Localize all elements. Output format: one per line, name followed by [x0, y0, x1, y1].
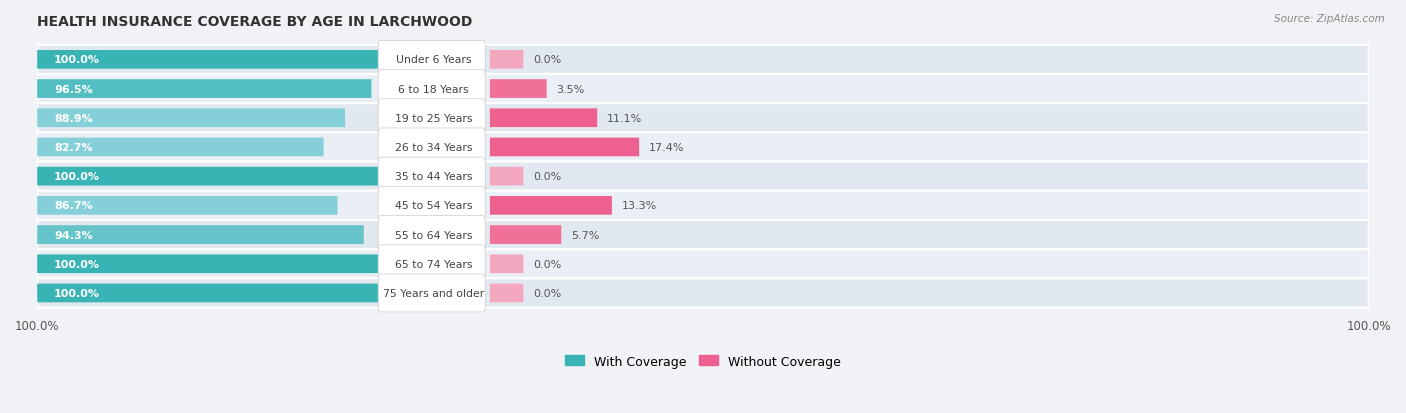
- Text: HEALTH INSURANCE COVERAGE BY AGE IN LARCHWOOD: HEALTH INSURANCE COVERAGE BY AGE IN LARC…: [37, 15, 472, 29]
- FancyBboxPatch shape: [37, 221, 1369, 249]
- FancyBboxPatch shape: [489, 167, 523, 186]
- FancyBboxPatch shape: [37, 109, 344, 128]
- Text: 17.4%: 17.4%: [650, 142, 685, 152]
- FancyBboxPatch shape: [37, 75, 1369, 104]
- FancyBboxPatch shape: [378, 187, 485, 225]
- FancyBboxPatch shape: [37, 197, 337, 215]
- FancyBboxPatch shape: [37, 225, 364, 244]
- FancyBboxPatch shape: [37, 255, 384, 273]
- FancyBboxPatch shape: [37, 104, 1369, 133]
- FancyBboxPatch shape: [37, 284, 384, 303]
- FancyBboxPatch shape: [378, 100, 485, 138]
- Text: 86.7%: 86.7%: [53, 201, 93, 211]
- Text: 75 Years and older: 75 Years and older: [382, 288, 484, 298]
- Text: 11.1%: 11.1%: [607, 114, 643, 123]
- Text: 0.0%: 0.0%: [533, 172, 561, 182]
- Text: 35 to 44 Years: 35 to 44 Years: [395, 172, 472, 182]
- FancyBboxPatch shape: [378, 129, 485, 166]
- FancyBboxPatch shape: [37, 80, 371, 99]
- Text: 82.7%: 82.7%: [53, 142, 93, 152]
- Text: Source: ZipAtlas.com: Source: ZipAtlas.com: [1274, 14, 1385, 24]
- Text: 0.0%: 0.0%: [533, 259, 561, 269]
- Legend: With Coverage, Without Coverage: With Coverage, Without Coverage: [565, 355, 841, 368]
- FancyBboxPatch shape: [378, 216, 485, 254]
- FancyBboxPatch shape: [37, 138, 323, 157]
- Text: 3.5%: 3.5%: [557, 84, 585, 94]
- FancyBboxPatch shape: [378, 245, 485, 283]
- Text: 13.3%: 13.3%: [621, 201, 657, 211]
- FancyBboxPatch shape: [37, 279, 1369, 308]
- Text: 45 to 54 Years: 45 to 54 Years: [395, 201, 472, 211]
- FancyBboxPatch shape: [37, 51, 384, 69]
- Text: 6 to 18 Years: 6 to 18 Years: [398, 84, 468, 94]
- FancyBboxPatch shape: [378, 274, 485, 312]
- FancyBboxPatch shape: [37, 249, 1369, 279]
- FancyBboxPatch shape: [489, 80, 547, 99]
- FancyBboxPatch shape: [489, 109, 598, 128]
- FancyBboxPatch shape: [378, 70, 485, 108]
- FancyBboxPatch shape: [489, 138, 640, 157]
- Text: 65 to 74 Years: 65 to 74 Years: [395, 259, 472, 269]
- Text: 5.7%: 5.7%: [571, 230, 599, 240]
- Text: 100.0%: 100.0%: [53, 259, 100, 269]
- FancyBboxPatch shape: [489, 255, 523, 273]
- FancyBboxPatch shape: [37, 162, 1369, 191]
- Text: 55 to 64 Years: 55 to 64 Years: [395, 230, 472, 240]
- Text: 0.0%: 0.0%: [533, 288, 561, 298]
- Text: 19 to 25 Years: 19 to 25 Years: [395, 114, 472, 123]
- FancyBboxPatch shape: [37, 191, 1369, 221]
- Text: 94.3%: 94.3%: [53, 230, 93, 240]
- FancyBboxPatch shape: [37, 167, 384, 186]
- Text: 26 to 34 Years: 26 to 34 Years: [395, 142, 472, 152]
- Text: 0.0%: 0.0%: [533, 55, 561, 65]
- FancyBboxPatch shape: [489, 51, 523, 69]
- FancyBboxPatch shape: [489, 284, 523, 303]
- FancyBboxPatch shape: [378, 158, 485, 196]
- FancyBboxPatch shape: [489, 197, 612, 215]
- FancyBboxPatch shape: [489, 225, 561, 244]
- Text: 100.0%: 100.0%: [53, 172, 100, 182]
- FancyBboxPatch shape: [378, 41, 485, 79]
- Text: 88.9%: 88.9%: [53, 114, 93, 123]
- Text: 100.0%: 100.0%: [53, 288, 100, 298]
- Text: 96.5%: 96.5%: [53, 84, 93, 94]
- FancyBboxPatch shape: [37, 45, 1369, 75]
- Text: Under 6 Years: Under 6 Years: [395, 55, 471, 65]
- Text: 100.0%: 100.0%: [53, 55, 100, 65]
- FancyBboxPatch shape: [37, 133, 1369, 162]
